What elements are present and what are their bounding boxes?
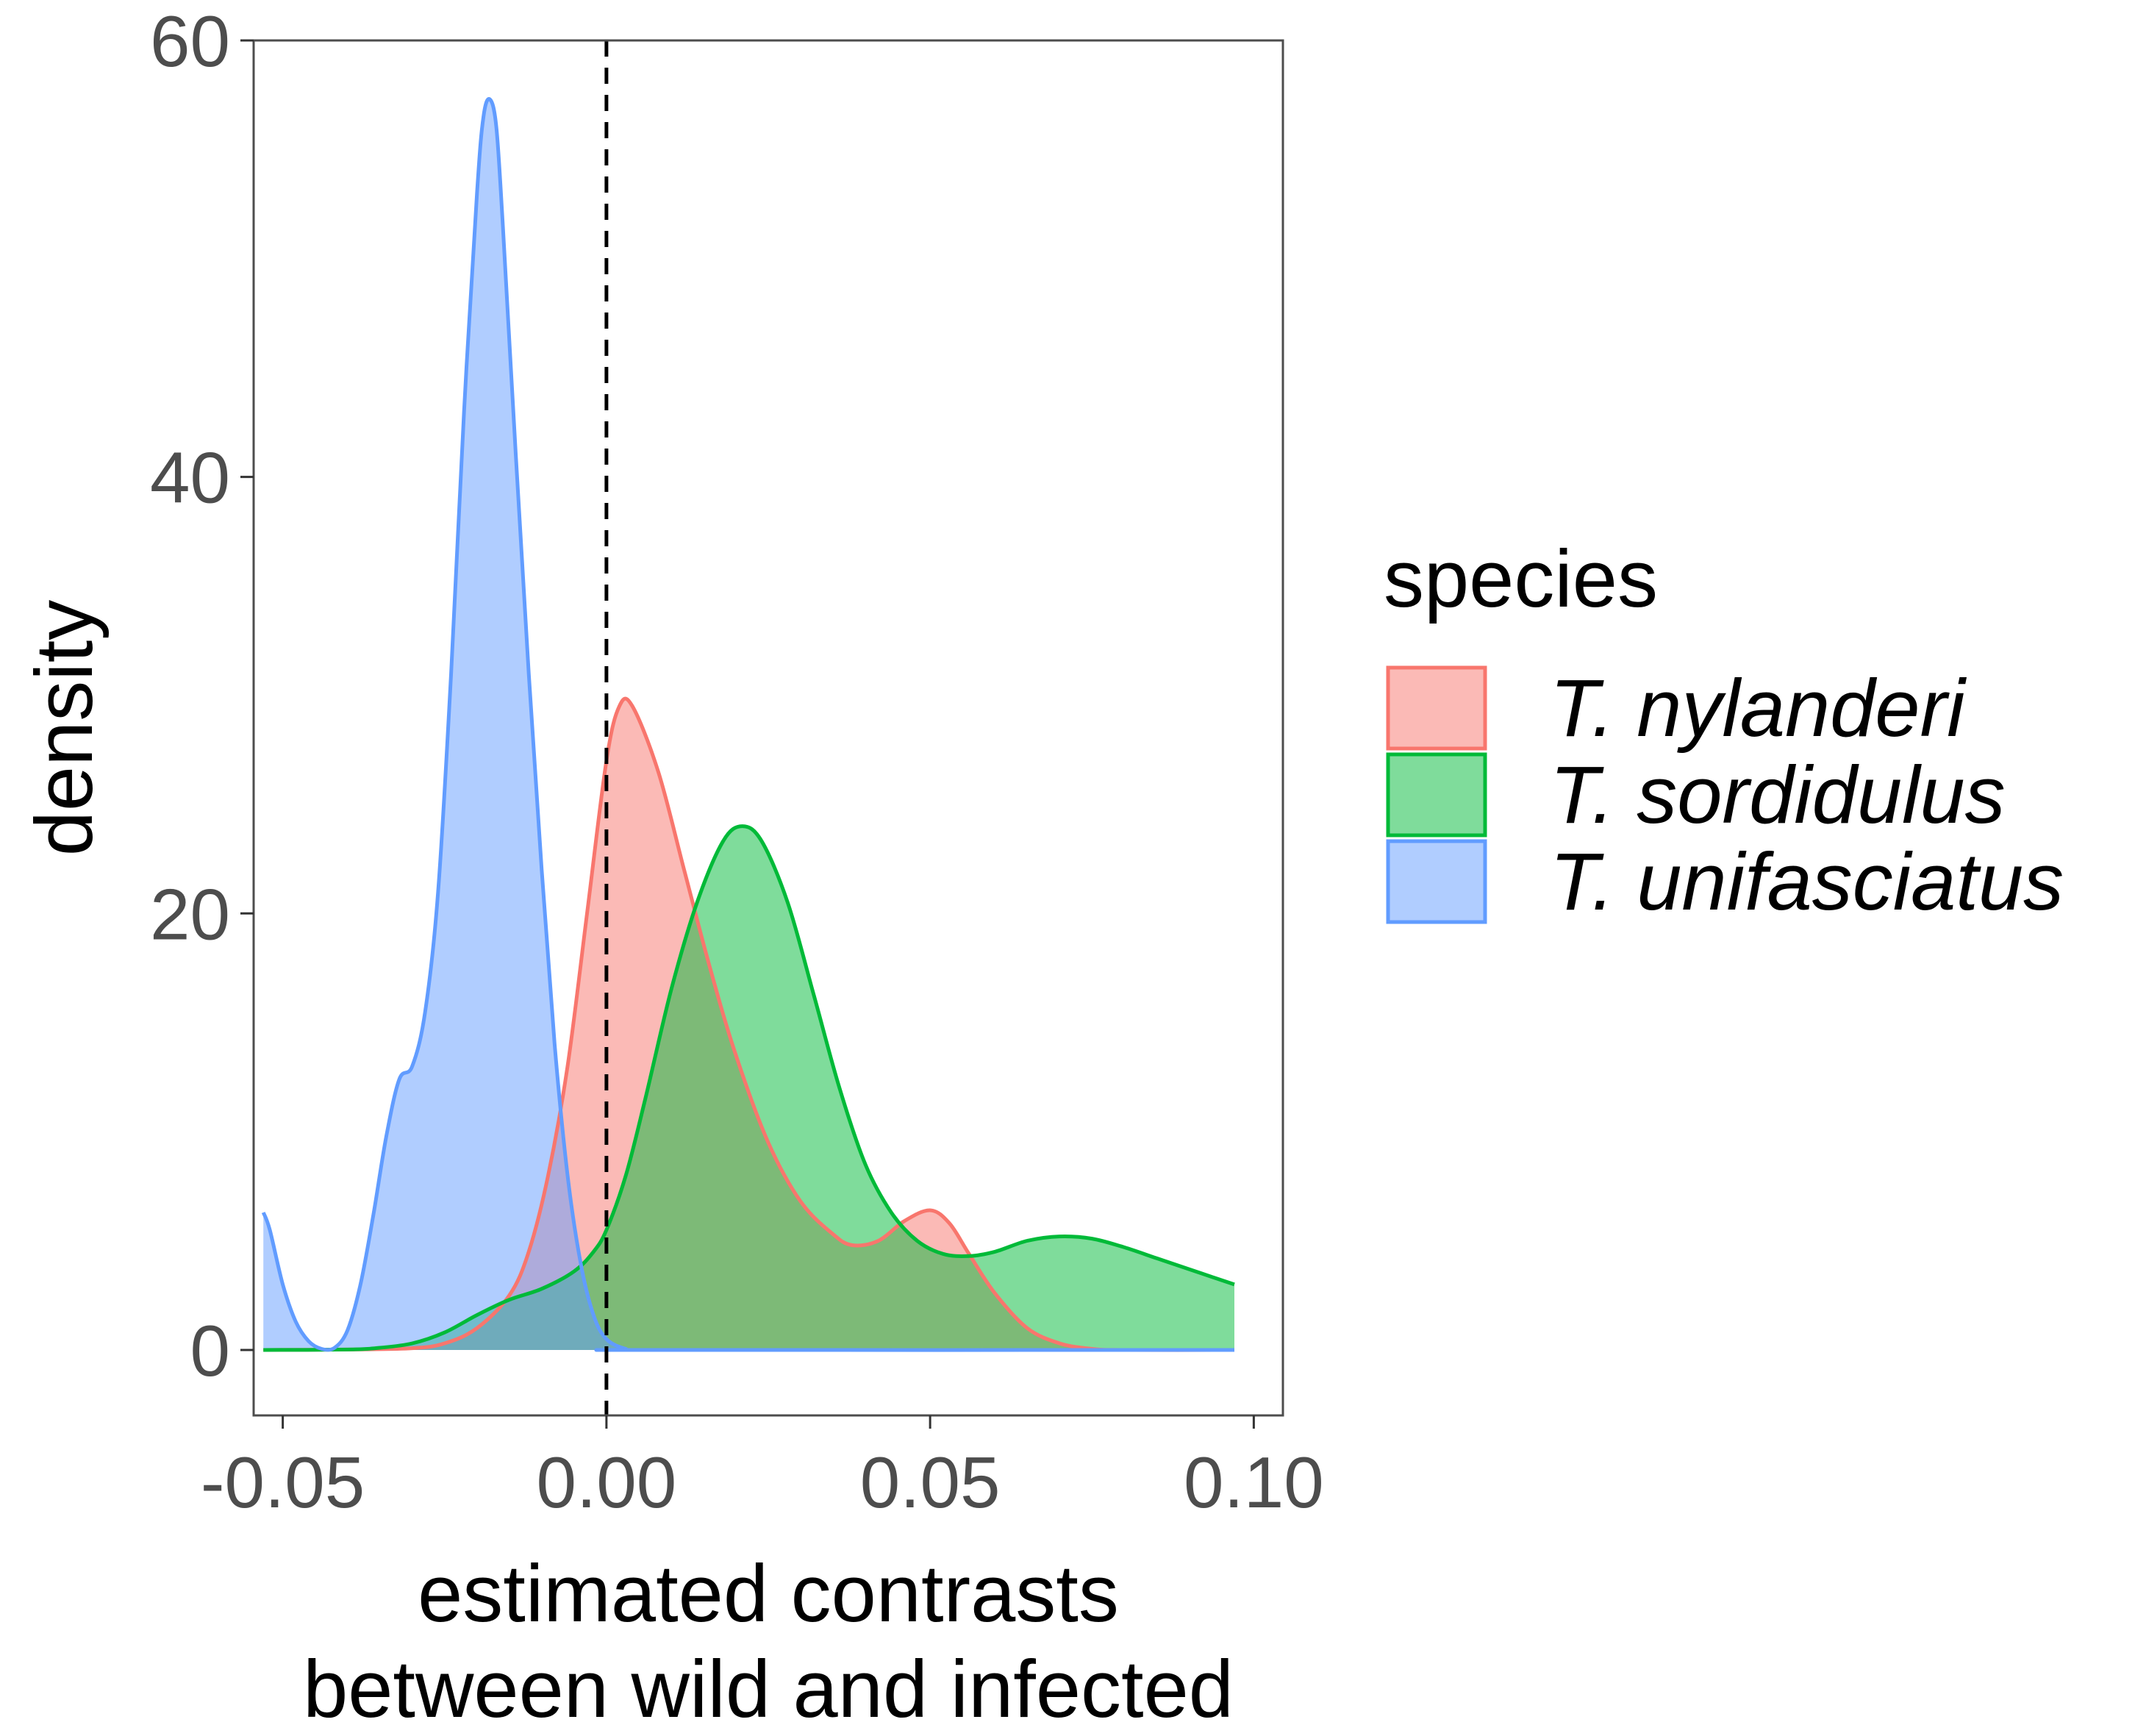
legend-label-t-sordidulus: T. sordidulus <box>1550 750 2006 840</box>
y-tick-label: 60 <box>150 1 230 82</box>
x-tick-label: -0.05 <box>201 1442 365 1523</box>
y-tick-label: 20 <box>150 874 230 954</box>
x-axis-title-line2: between wild and infected <box>303 1644 1234 1735</box>
y-axis: 0 20 40 60 <box>150 1 254 1391</box>
density-series-layer <box>261 97 1235 1352</box>
density-line-t-sordidulus <box>263 824 1235 1352</box>
y-axis-title: density <box>19 600 110 857</box>
plot-panel-border <box>252 39 1284 1417</box>
x-tick-label: 0.10 <box>1184 1442 1324 1523</box>
legend-title: species <box>1384 534 1658 624</box>
y-tick-label: 40 <box>150 437 230 518</box>
legend-label-t-nylanderi: T. nylanderi <box>1550 663 1967 754</box>
legend-label-t-unifasciatus: T. unifasciatus <box>1550 837 2064 927</box>
density-line-t-unifasciatus <box>261 97 1235 1352</box>
x-axis-title-line1: estimated contrasts <box>418 1549 1119 1639</box>
legend-key-t-nylanderi <box>1386 665 1487 751</box>
legend-key-t-sordidulus <box>1386 752 1487 837</box>
density-area-t-unifasciatus <box>263 99 1235 1351</box>
x-tick-label: 0.00 <box>536 1442 676 1523</box>
x-tick-label: 0.05 <box>860 1442 1001 1523</box>
y-tick-label: 0 <box>190 1310 230 1391</box>
x-axis: -0.05 0.00 0.05 0.10 <box>201 1415 1324 1523</box>
legend-key-t-unifasciatus <box>1386 839 1487 924</box>
density-line-t-nylanderi <box>263 696 1235 1352</box>
